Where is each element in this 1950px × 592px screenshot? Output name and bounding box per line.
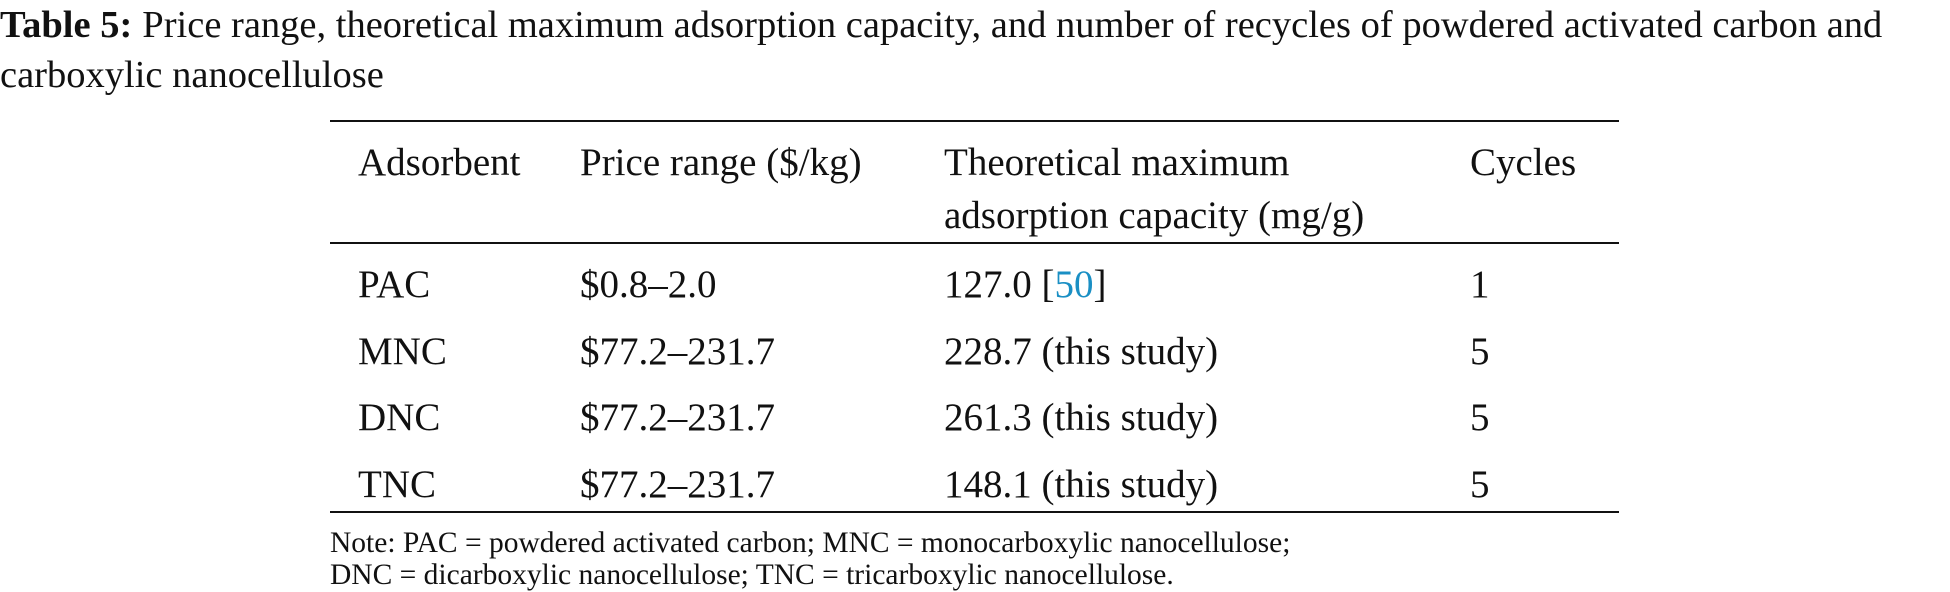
note-line: DNC = dicarboxylic nanocellulose; TNC = … bbox=[330, 559, 1174, 591]
table-cell: $0.8–2.0 bbox=[580, 263, 717, 306]
table-cell: $77.2–231.7 bbox=[580, 463, 775, 506]
table-cell: $77.2–231.7 bbox=[580, 330, 775, 373]
bottom-rule bbox=[330, 511, 1619, 513]
table-cell: 5 bbox=[1470, 396, 1490, 439]
table-cell: TNC bbox=[358, 463, 436, 506]
caption-text: Price range, theoretical maximum adsorpt… bbox=[0, 4, 1883, 96]
note-line: Note: PAC = powdered activated carbon; M… bbox=[330, 527, 1291, 559]
table-cell: 127.0 [50] bbox=[944, 258, 1107, 311]
header-rule bbox=[330, 242, 1619, 244]
table-cell: 148.1 (this study) bbox=[944, 463, 1219, 506]
table-cell: 228.7 (this study) bbox=[944, 330, 1219, 373]
table-cell: 261.3 (this study) bbox=[944, 396, 1219, 439]
header-cell: Cycles bbox=[1470, 141, 1577, 184]
top-rule bbox=[330, 120, 1619, 122]
table-cell: DNC bbox=[358, 396, 441, 439]
table-cell: MNC bbox=[358, 330, 447, 373]
cell-text: 127.0 [ bbox=[944, 263, 1055, 306]
table-cell: 5 bbox=[1470, 463, 1490, 506]
caption-label: Table 5: bbox=[0, 4, 133, 46]
table-caption: Table 5: Price range, theoretical maximum… bbox=[0, 0, 1950, 100]
reference-link: 50 bbox=[1054, 263, 1094, 306]
table-cell: $77.2–231.7 bbox=[580, 396, 775, 439]
header-cell: Price range ($/kg) bbox=[580, 141, 862, 184]
header-cell: Theoretical maximum adsorption capacity … bbox=[944, 141, 1365, 237]
header-cell: Adsorbent bbox=[358, 141, 521, 184]
table-cell: 1 bbox=[1470, 263, 1490, 306]
cell-text: ] bbox=[1093, 263, 1107, 306]
table-cell: 5 bbox=[1470, 330, 1490, 373]
table-cell: PAC bbox=[358, 263, 431, 306]
